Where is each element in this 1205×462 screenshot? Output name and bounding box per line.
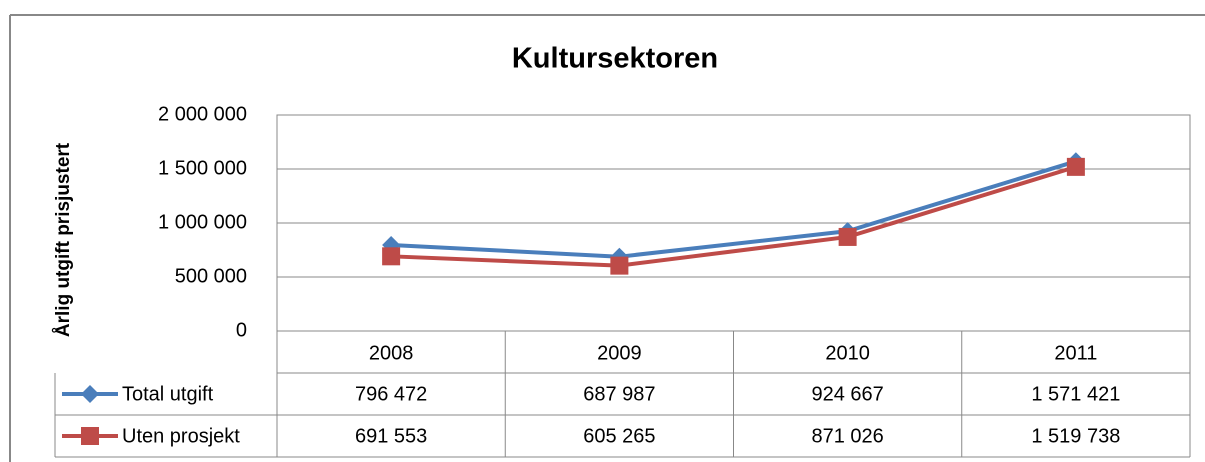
table-value: 691 553 (355, 425, 427, 447)
legend-marker (81, 427, 99, 445)
legend-marker (81, 385, 99, 403)
point (610, 256, 629, 275)
y-tick-label: 2 000 000 (158, 103, 247, 125)
chart-title: Kultursektoren (512, 43, 718, 75)
table-value: 1 519 738 (1031, 425, 1120, 447)
point (1066, 157, 1085, 176)
legend-label: Uten prosjekt (122, 425, 240, 447)
y-tick-label: 500 000 (175, 265, 247, 287)
table-value: 1 571 421 (1031, 383, 1120, 405)
series-line (391, 159, 1077, 259)
series-line (391, 164, 1077, 268)
table-value: 605 265 (583, 425, 655, 447)
table-value: 924 667 (811, 383, 883, 405)
x-tick-label: 2011 (1054, 342, 1097, 364)
y-tick-label: 1 000 000 (158, 211, 247, 233)
table-value: 871 026 (811, 425, 883, 447)
legend-label: Total utgift (122, 383, 214, 405)
y-tick-label: 1 500 000 (158, 157, 247, 179)
y-axis-label: Årlig utgift prisjustert (53, 142, 74, 337)
table-value: 796 472 (355, 383, 427, 405)
y-tick-label: 0 (236, 319, 247, 341)
point (838, 227, 857, 246)
x-tick-label: 2010 (825, 342, 870, 364)
point (382, 247, 401, 266)
x-tick-label: 2009 (597, 342, 642, 364)
table-value: 687 987 (583, 383, 655, 405)
x-tick-label: 2008 (369, 342, 414, 364)
